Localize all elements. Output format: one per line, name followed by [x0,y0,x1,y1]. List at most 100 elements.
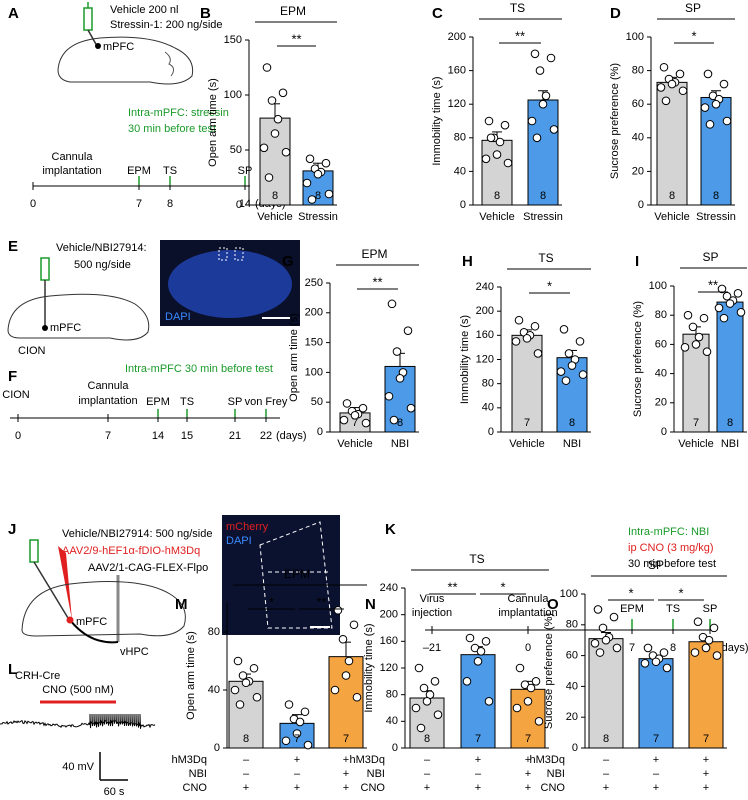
chart-title: SP [702,250,718,264]
arrows [138,176,246,185]
injection-text: Vehicle 200 nl [110,4,179,16]
condition-value: + [343,782,349,794]
note: ip CNO (3 mg/kg) [628,542,714,554]
data-point [416,723,426,733]
significance-label: ** [291,31,301,46]
data-point [535,66,545,75]
panel-label: E [8,238,18,255]
data-point [511,337,521,346]
syringe [83,7,93,31]
condition-value: + [653,754,659,766]
panel-label: G [282,253,294,270]
condition-value: – [294,768,301,780]
condition-value: – [603,768,610,780]
y-tick-label: 40 [566,680,578,692]
y-tick-label: 100 [224,89,242,101]
y-tick-label: 20 [632,165,644,177]
data-point [259,143,269,153]
panel-label: I [635,253,639,270]
n-label: 8 [727,417,733,429]
data-point [473,657,483,666]
data-point [484,697,494,706]
tick: 7 [629,642,635,654]
condition-value: – [243,768,250,780]
y-tick-label: 200 [448,31,466,43]
cannula-track [218,247,228,261]
n-label: 8 [315,190,321,202]
data-point [395,374,405,383]
data-point [462,677,472,686]
data-point [725,299,735,308]
data-point [598,623,608,633]
x-tick-label: NBI [721,438,739,450]
data-point [662,663,672,673]
significance-label: * [500,579,505,594]
y-tick-label: 40 [386,715,398,727]
data-point [530,49,540,59]
data-point [601,635,611,645]
data-point [680,343,690,352]
data-point [267,96,277,105]
data-point [691,340,701,349]
condition-value: + [243,782,249,794]
data-point [392,347,402,356]
y-axis-label: Open arm time (s) [185,631,197,720]
y-axis-label: Open arm time (s) [288,313,300,402]
data-point [699,313,709,323]
data-point [430,677,440,686]
step: Virus [420,593,445,605]
condition-value: + [294,782,300,794]
chart-title: EPM [284,567,310,581]
data-point [414,663,424,673]
significance-label: * [628,585,633,600]
condition-value: + [525,768,531,780]
panel-label: D [610,5,621,22]
panel-label: M [175,596,188,613]
tick: 14 [239,198,251,210]
y-tick-label: 200 [476,305,494,317]
event: EPM [146,396,170,408]
y-tick-label: 0 [638,199,644,211]
y-tick-label: 50 [230,144,242,156]
n-label: 7 [525,733,531,745]
bar [700,96,732,206]
data-point [273,114,283,124]
data-point [533,349,543,358]
region-label: mPFC [76,616,107,628]
brain-outline [21,581,186,637]
data-point [500,120,510,130]
tick: 7 [105,430,111,442]
y-tick-label: 240 [380,582,398,594]
y-tick-label: 40 [454,165,466,177]
condition-value: + [343,768,349,780]
target-dot [42,325,48,331]
chart-title: TS [538,251,553,265]
data-point [295,717,305,727]
condition-label: NBI [367,768,385,780]
condition-value: + [294,754,300,766]
panel-label: O [547,596,559,613]
significance-label: ** [447,579,457,594]
voltage-trace [0,713,156,729]
data-point [736,307,746,317]
n-label: 8 [569,417,575,429]
tick: 0 [525,642,531,654]
event: von Frey [245,396,288,408]
syringe [40,257,50,281]
y-tick-label: 40 [482,402,494,414]
x-tick-label: Vehicle [257,211,292,223]
event: EPM [127,165,151,177]
significance-label: ** [316,594,326,609]
y-tick-label: 40 [632,132,644,144]
bar [716,301,744,433]
chart-title: EPM [280,4,306,18]
data-point [419,683,429,693]
condition-value: + [475,782,481,794]
needle [33,561,69,619]
region-label: vHPC [120,646,149,658]
step: implantation [498,607,557,619]
target-dot [66,616,74,624]
tick: –21 [423,642,441,654]
data-point [338,634,348,644]
significance-label: * [269,594,274,609]
